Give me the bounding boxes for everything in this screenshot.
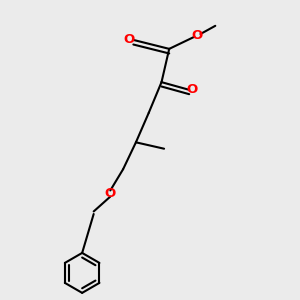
- Text: O: O: [187, 83, 198, 96]
- Text: O: O: [105, 187, 116, 200]
- Text: O: O: [192, 29, 203, 42]
- Text: O: O: [123, 33, 134, 46]
